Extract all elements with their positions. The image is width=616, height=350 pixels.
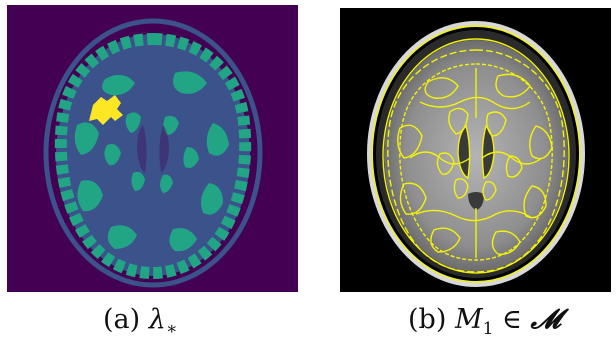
caption-b-prefix: (b)	[408, 304, 455, 335]
ventricles	[137, 125, 169, 173]
caption-b-relation: ∈	[493, 304, 531, 335]
caption-b-subscript: 1	[482, 319, 494, 339]
caption-b: (b) M1 ∈ 𝓜	[408, 304, 561, 339]
skull-ring	[43, 18, 263, 288]
tissue-inner-folds	[74, 71, 229, 252]
caption-a: (a) λ∗	[103, 304, 177, 339]
mri-contour-image	[340, 8, 611, 292]
tissue-outer-band	[54, 32, 252, 280]
caption-a-prefix: (a)	[103, 304, 149, 335]
brain-region	[384, 40, 568, 272]
caption-a-subscript: ∗	[165, 319, 178, 339]
ventricles	[458, 126, 494, 210]
caption-a-symbol: λ	[148, 304, 166, 335]
caption-b-set: 𝓜	[530, 304, 561, 335]
brain-region	[56, 34, 250, 276]
caption-b-symbol: M	[454, 304, 483, 335]
highlight-region	[89, 95, 123, 125]
contour-overlay	[371, 25, 581, 283]
skull-ring	[367, 21, 585, 287]
segmentation-map-image	[7, 5, 298, 292]
